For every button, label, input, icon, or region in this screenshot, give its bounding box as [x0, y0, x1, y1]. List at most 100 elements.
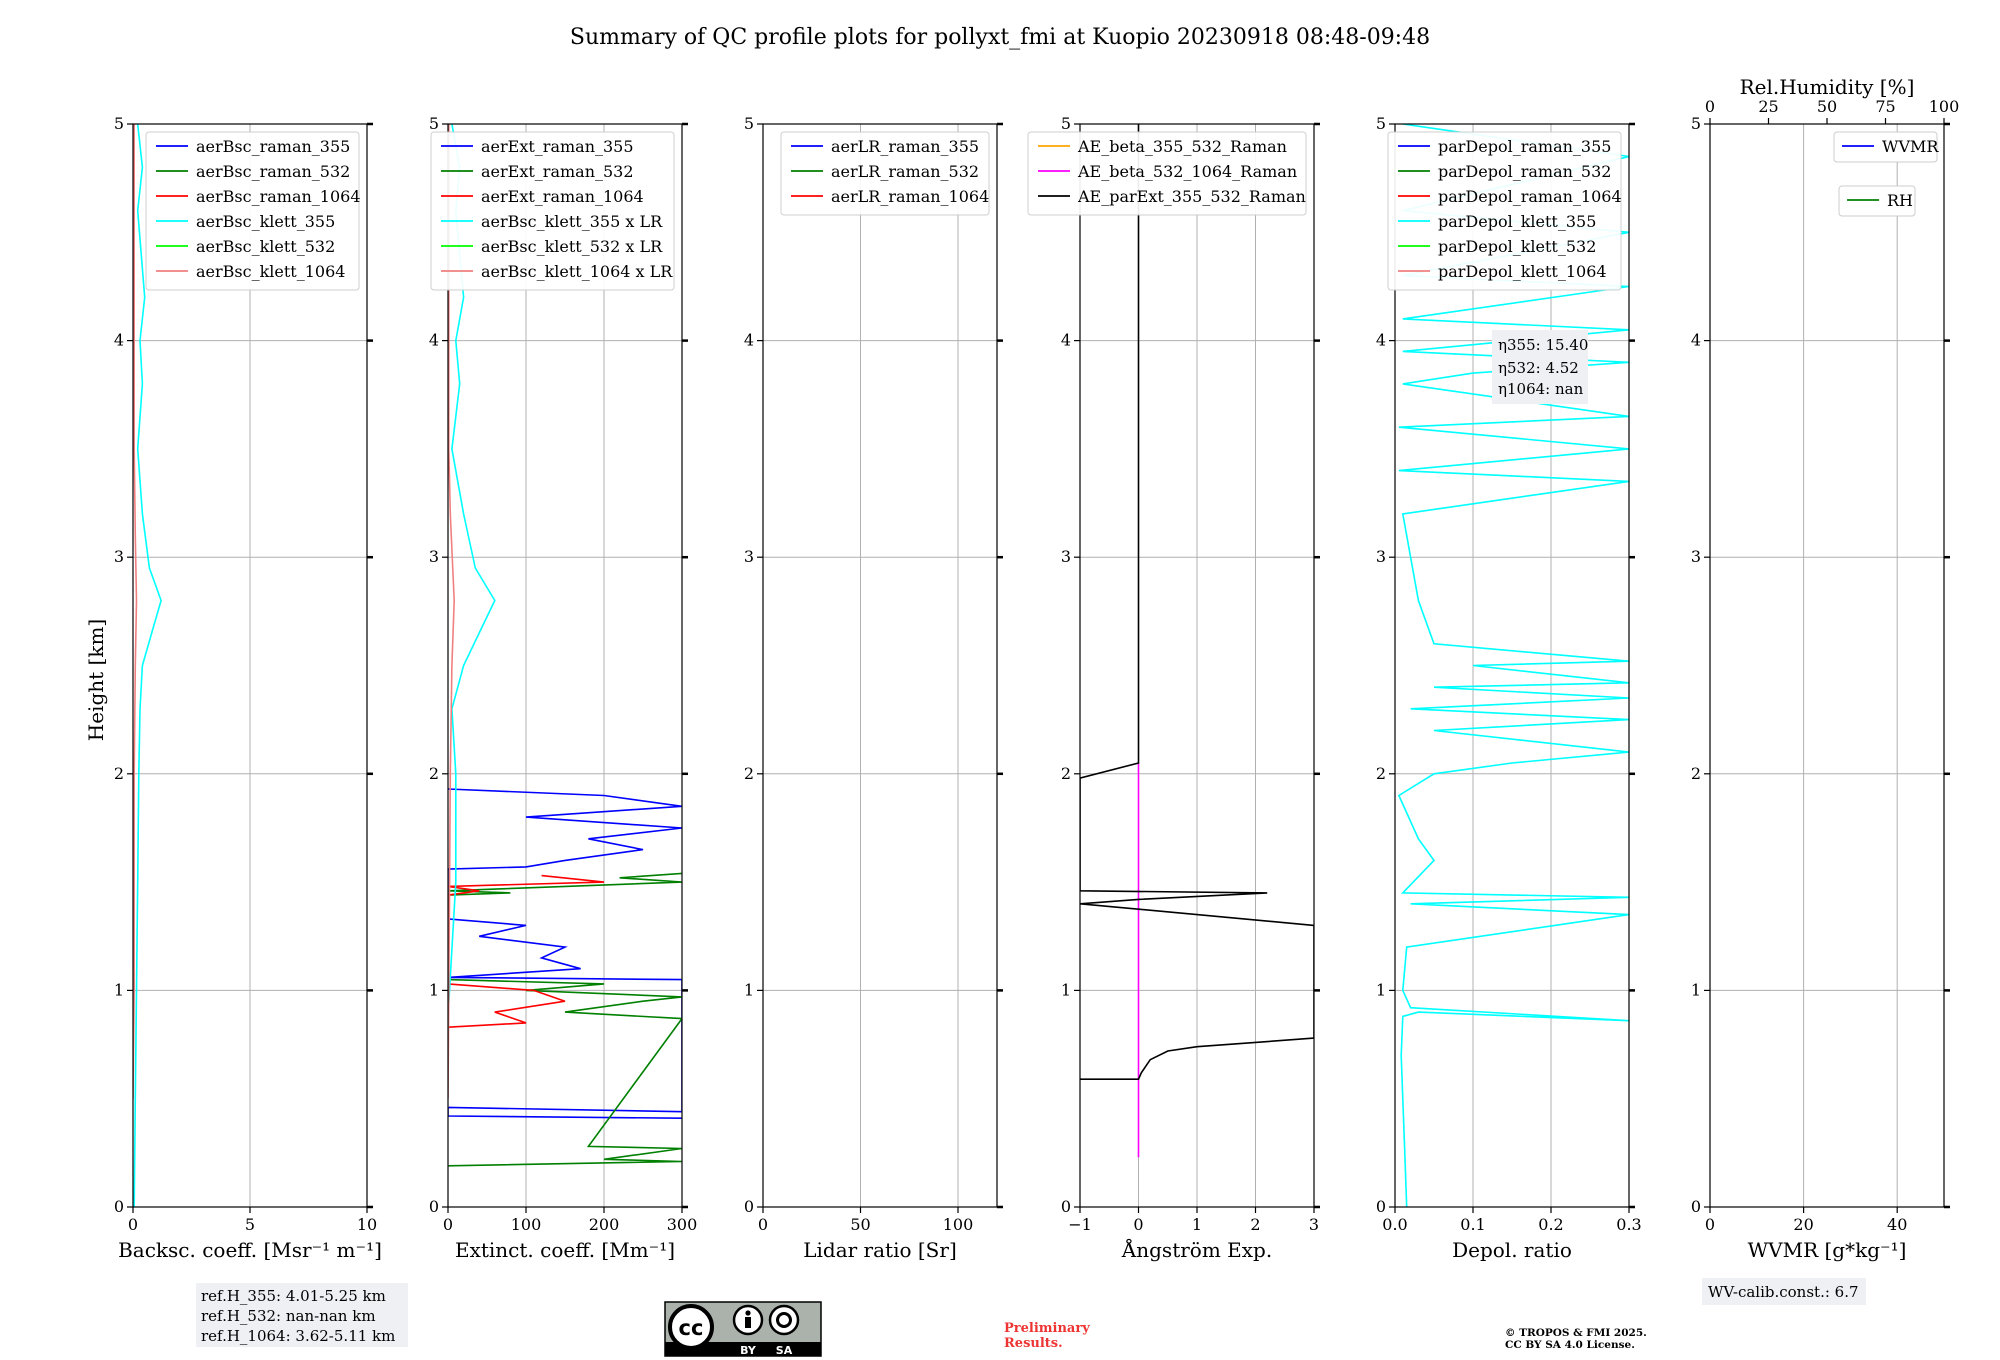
- legend-label: aerBsc_raman_355: [196, 137, 350, 156]
- series-line-aerExt_raman_355: [448, 788, 682, 1119]
- top-x-tick-label: 75: [1875, 97, 1895, 116]
- x-tick-label: 10: [357, 1215, 377, 1234]
- legend: parDepol_raman_355 parDepol_raman_532 parD…: [1387, 131, 1622, 291]
- x-axis-label: Backsc. coeff. [Msr⁻¹ m⁻¹]: [118, 1238, 382, 1262]
- y-axis-label: Height [km]: [84, 619, 108, 741]
- series-line-aerBsc_klett_1064: [133, 124, 138, 1099]
- legend-label: aerLR_raman_1064: [831, 187, 989, 206]
- legend: aerBsc_raman_355 aerBsc_raman_532 aerBsc_r…: [145, 131, 361, 291]
- y-tick-label: 3: [744, 547, 754, 566]
- sa-label: SA: [776, 1344, 793, 1357]
- legend-label: aerBsc_raman_1064: [196, 187, 361, 206]
- x-tick-label: 1: [1192, 1215, 1202, 1234]
- series-line-aerBsc_klett_355: [133, 124, 162, 1207]
- x-tick-label: 0.1: [1460, 1215, 1485, 1234]
- y-tick-label: 0: [1691, 1197, 1701, 1216]
- axes-frame: [132, 123, 368, 1208]
- cc-license-badge: cc BY SA: [664, 1301, 822, 1357]
- y-tick-label: 1: [1376, 980, 1386, 999]
- y-tick-label: 5: [114, 114, 124, 133]
- x-tick-label: 100: [511, 1215, 542, 1234]
- y-tick-label: 3: [114, 547, 124, 566]
- y-tick-label: 2: [429, 764, 439, 783]
- profile-panel-6: 0 20 40 0 1 2 3 4 5 WVMR [g*kg⁻¹] 0 25 50 75 100 Rel.Hu…: [1691, 75, 1959, 1262]
- legend-frame: [1838, 185, 1916, 217]
- y-tick-label: 5: [744, 114, 754, 133]
- legend-label: aerBsc_klett_1064: [196, 262, 345, 281]
- legend: aerLR_raman_355 aerLR_raman_532 aerLR_rama…: [780, 131, 990, 216]
- legend-label: parDepol_raman_1064: [1438, 187, 1622, 206]
- by-label: BY: [740, 1344, 757, 1357]
- top-x-tick-label: 50: [1817, 97, 1837, 116]
- axes-frame: [1394, 123, 1630, 1208]
- axes-frame: [762, 123, 998, 1208]
- legend-label: aerBsc_klett_532 x LR: [481, 237, 663, 256]
- ref-line: ref.H_532: nan-nan km: [201, 1307, 376, 1325]
- profile-panel-1: 0 5 10 0 1 2 3 4 5 Backsc. coeff. [Msr⁻¹ m⁻¹] aerB…: [114, 114, 382, 1262]
- legend-label: aerBsc_klett_355: [196, 212, 335, 231]
- y-tick-label: 0: [429, 1197, 439, 1216]
- preliminary-results: Preliminary: [1004, 1321, 1090, 1336]
- y-tick-label: 5: [1691, 114, 1701, 133]
- ref-heights-box: ref.H_355: 4.01-5.25 km ref.H_532: nan-n…: [196, 1283, 408, 1347]
- legend-frame: [1387, 131, 1622, 291]
- series-line-aerBsc_klett_1064 x LR: [448, 124, 456, 1099]
- legend-frame: [780, 131, 990, 216]
- legend-label: parDepol_klett_1064: [1438, 262, 1607, 281]
- y-tick-label: 5: [1061, 114, 1071, 133]
- x-axis-label: Lidar ratio [Sr]: [803, 1238, 957, 1262]
- copyright: CC BY SA 4.0 License.: [1505, 1339, 1635, 1351]
- series-line-parDepol_klett_355: [1397, 124, 1629, 1207]
- eta-line: η1064: nan: [1498, 380, 1584, 398]
- legend-frame: [430, 131, 675, 291]
- profile-panel-5: 0.0 0.1 0.2 0.3 0 1 2 3 4 5 Depol. ratio parDepol_r…: [1376, 114, 1642, 1262]
- legend-label: AE_parExt_355_532_Raman: [1077, 187, 1306, 206]
- y-tick-label: 0: [1376, 1197, 1386, 1216]
- legend-label: parDepol_klett_532: [1438, 237, 1596, 256]
- y-tick-label: 2: [114, 764, 124, 783]
- y-tick-label: 2: [1376, 764, 1386, 783]
- legend-label: aerBsc_raman_532: [196, 162, 350, 181]
- wv-calib-const: WV-calib.const.: 6.7: [1708, 1283, 1859, 1301]
- series-line-AE_parExt_355_532_Raman: [1080, 124, 1314, 1080]
- legend-label: aerExt_raman_532: [481, 162, 634, 181]
- top-x-axis-label: Rel.Humidity [%]: [1740, 75, 1915, 99]
- y-tick-label: 4: [114, 331, 124, 350]
- legend-frame: [1027, 131, 1307, 216]
- legend-frame: [1833, 131, 1938, 163]
- series-line-aerExt_raman_1064: [448, 874, 605, 1028]
- legend-label: parDepol_klett_355: [1438, 212, 1596, 231]
- y-tick-label: 5: [1376, 114, 1386, 133]
- y-tick-label: 1: [114, 980, 124, 999]
- series-line-aerExt_raman_532: [448, 872, 682, 1167]
- cc-icon-label: cc: [679, 1316, 704, 1340]
- profile-panel-3: 0 50 100 0 1 2 3 4 5 Lidar ratio [Sr] aerLR_raman_…: [744, 114, 1003, 1262]
- legend-label: aerExt_raman_355: [481, 137, 634, 156]
- x-tick-label: 300: [667, 1215, 698, 1234]
- legend-frame: [145, 131, 360, 291]
- y-tick-label: 4: [429, 331, 439, 350]
- legend-label: AE_beta_532_1064_Raman: [1077, 162, 1297, 181]
- y-tick-label: 1: [1061, 980, 1071, 999]
- legend-label: aerExt_raman_1064: [481, 187, 644, 206]
- y-tick-label: 2: [1691, 764, 1701, 783]
- x-tick-label: 2: [1250, 1215, 1260, 1234]
- x-tick-label: 100: [943, 1215, 974, 1234]
- eta-line: η532: 4.52: [1498, 359, 1579, 377]
- y-tick-label: 3: [1691, 547, 1701, 566]
- x-axis-label: Depol. ratio: [1452, 1238, 1572, 1262]
- legend-label: WVMR: [1882, 137, 1939, 156]
- y-tick-label: 1: [429, 980, 439, 999]
- x-tick-label: 0: [1133, 1215, 1143, 1234]
- x-axis-label: Extinct. coeff. [Mm⁻¹]: [455, 1238, 675, 1262]
- x-tick-label: 0: [1705, 1215, 1715, 1234]
- top-x-tick-label: 100: [1929, 97, 1960, 116]
- eta-line: η355: 15.40: [1498, 336, 1588, 354]
- legend-label: aerBsc_klett_1064 x LR: [481, 262, 673, 281]
- profile-panel-2: 0 100 200 300 0 1 2 3 4 5 Extinct. coeff. [Mm⁻¹] ae…: [429, 114, 697, 1262]
- legend: aerExt_raman_355 aerExt_raman_532 aerExt_r…: [430, 131, 675, 291]
- axes-frame: [1709, 123, 1945, 1208]
